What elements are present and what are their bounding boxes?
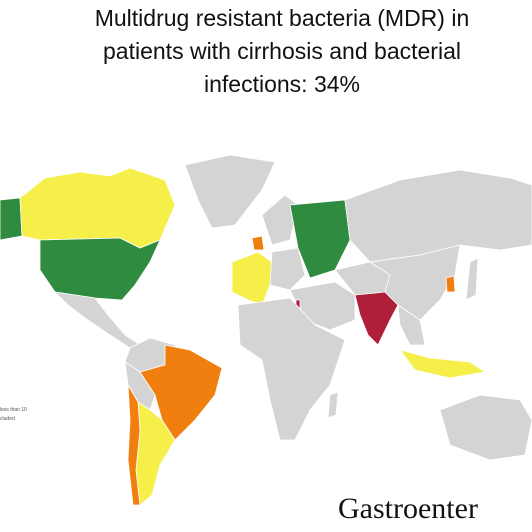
legend: less than 10 cluded	[0, 407, 27, 422]
logo: Gastroenter	[338, 492, 478, 525]
madagascar	[327, 391, 339, 419]
china	[368, 244, 461, 321]
western-europe	[231, 251, 273, 306]
legend-item: less than 10	[0, 407, 27, 413]
canada	[19, 167, 176, 249]
africa	[237, 297, 346, 441]
legend-item: cluded	[0, 416, 15, 422]
greenland	[184, 154, 276, 229]
world-map	[0, 154, 532, 506]
japan	[465, 257, 479, 301]
eastern-europe	[269, 247, 306, 291]
alaska	[0, 197, 23, 241]
usa	[39, 237, 161, 301]
southeast-asia	[397, 304, 426, 346]
title-line: patients with cirrhosis and bacterial	[103, 38, 461, 64]
title-line: Multidrug resistant bacteria (MDR) in	[95, 5, 470, 31]
mexico-central	[53, 291, 141, 349]
title-line: infections: 34%	[204, 71, 360, 97]
russia-east	[344, 169, 532, 263]
korea	[445, 275, 456, 293]
chile	[127, 384, 141, 506]
australia	[439, 394, 532, 461]
netherlands	[251, 235, 265, 251]
indonesia-philippines	[398, 349, 487, 379]
india	[354, 291, 399, 346]
